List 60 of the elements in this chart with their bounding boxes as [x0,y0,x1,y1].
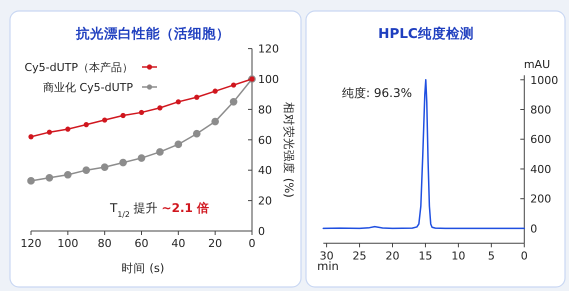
y-tick-label: 800 [530,103,552,116]
y-tick-label: 600 [530,133,552,146]
point [156,148,164,156]
annotation: T$_{1/2}$ 提升 ~2.1 倍 [109,201,210,218]
x-tick-label: 100 [57,237,78,250]
x-tick-label: 0 [248,237,256,250]
y-tick-label: 0 [258,225,265,238]
point [176,99,181,104]
point [46,130,52,135]
point [211,118,219,126]
point [64,170,72,179]
point [119,158,127,166]
x-tick-label: 20 [385,249,400,262]
y-tick-label: 40 [258,164,272,178]
y-axis-title: mAU [524,58,550,71]
y-tick-label: 400 [530,162,552,176]
point [27,177,35,185]
point [82,166,90,174]
line-series [322,79,526,230]
point [230,82,236,88]
chart-title: HPLC纯度检测 [378,25,474,42]
x-tick-label: 40 [171,237,186,250]
point [194,94,200,100]
y-tick-label: 120 [258,42,279,56]
legend-label: Cy5-dUTP（本产品） [24,61,133,74]
y-tick-label: 100 [258,73,279,86]
chart-title: 抗光漂白性能（活细胞） [75,26,230,42]
x-tick-label: 60 [134,237,148,250]
point [120,112,126,118]
point [138,154,146,162]
x-axis-title: 时间 (s) [122,261,164,275]
y-tick-label: 80 [258,103,272,116]
point [157,105,163,110]
point [100,163,108,171]
x-tick-label: 10 [451,249,466,262]
x-tick-label: 5 [488,249,495,262]
y-tick-label: 20 [258,194,272,208]
point [84,122,89,128]
y-axis-title: 相对荧光强度 (%) [282,102,296,198]
x-tick-label: 80 [98,237,112,250]
x-tick-label: 25 [352,249,367,262]
point [174,140,182,148]
point [212,88,218,94]
y-tick-label: 60 [258,134,272,147]
point [192,130,201,138]
y-tick-label: 200 [530,192,552,206]
point [230,98,238,106]
x-tick-label: 0 [520,249,528,262]
legend-label: 商业化 Cy5-dUTP [42,81,134,94]
point [46,174,54,182]
annotation: 纯度: 96.3% [342,86,412,100]
point [28,134,34,140]
x-tick-label: 15 [418,249,432,262]
x-tick-label: 120 [20,237,42,250]
y-tick-label: 0 [530,222,538,236]
x-tick-label: 20 [208,237,222,250]
point [138,110,144,116]
point [65,126,70,132]
y-tick-label: 1000 [530,74,558,87]
point [102,117,108,123]
